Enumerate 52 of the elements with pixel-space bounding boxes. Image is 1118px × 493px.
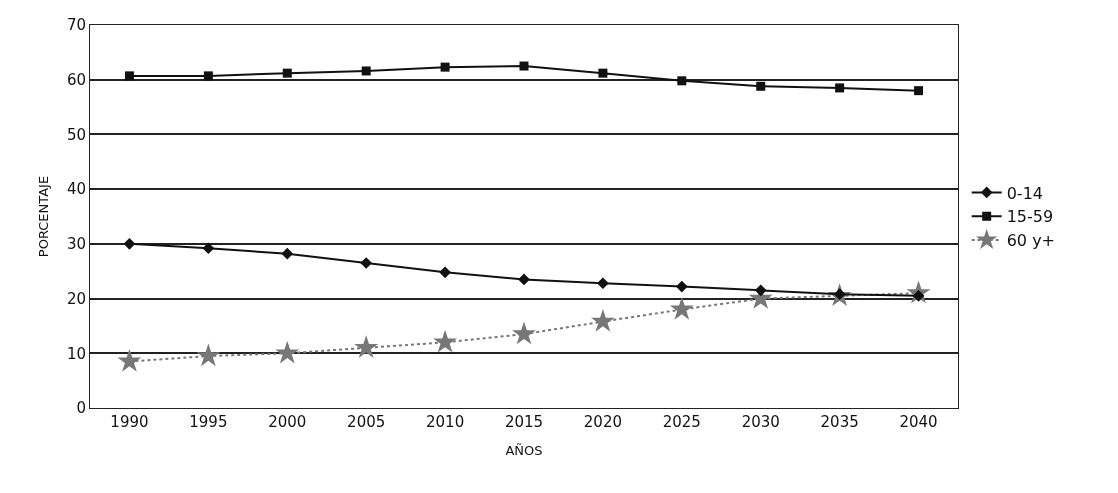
point: [281, 247, 294, 260]
point: [512, 321, 536, 345]
y-tick-label: 30: [66, 235, 86, 254]
point: [669, 296, 694, 320]
legend-label: 15-59: [1006, 207, 1054, 227]
y-tick-label: 70: [66, 16, 86, 35]
y-tick-label: 40: [66, 180, 86, 199]
x-tick-label: 2010: [426, 413, 465, 431]
x-axis-title: AÑOS: [505, 442, 543, 458]
point: [354, 335, 379, 358]
y-tick-label: 20: [66, 289, 86, 308]
point: [124, 71, 134, 81]
x-tick-label: 2025: [662, 413, 701, 431]
point: [835, 83, 845, 93]
point: [282, 68, 292, 78]
point: [123, 238, 136, 250]
point: [361, 66, 371, 76]
y-axis-title: PORCENTAJE: [35, 175, 51, 258]
point: [598, 68, 608, 78]
x-tick-label: 2020: [583, 413, 622, 431]
point: [756, 81, 766, 91]
point: [518, 273, 530, 286]
y-tick-label: 0: [76, 399, 86, 418]
point: [754, 284, 767, 297]
x-tick-label: 2035: [820, 413, 859, 431]
point: [360, 257, 373, 269]
x-tick-label: 2000: [268, 413, 307, 431]
x-tick-label: 2005: [347, 413, 386, 431]
legend-label: 60 y+: [1006, 231, 1056, 251]
point: [196, 343, 221, 367]
x-tick-label: 2030: [741, 413, 780, 431]
point: [202, 242, 215, 255]
point: [597, 277, 609, 290]
point: [275, 340, 300, 364]
point: [677, 76, 687, 86]
point: [440, 62, 450, 72]
point: [590, 308, 615, 332]
x-tick-label: 2015: [504, 413, 544, 431]
x-tick-label: 2040: [899, 413, 938, 431]
point: [439, 266, 451, 279]
point: [117, 348, 142, 372]
y-tick-label: 50: [66, 125, 86, 144]
y-tick-label: 10: [66, 344, 86, 363]
point: [675, 280, 688, 293]
point: [203, 71, 213, 81]
y-tick-label: 60: [66, 70, 86, 89]
point: [433, 329, 458, 353]
x-tick-label: 1995: [189, 413, 228, 431]
point: [914, 86, 924, 96]
point: [519, 61, 529, 71]
x-tick-label: 1990: [110, 413, 149, 431]
legend-label: 0-14: [1006, 183, 1043, 203]
